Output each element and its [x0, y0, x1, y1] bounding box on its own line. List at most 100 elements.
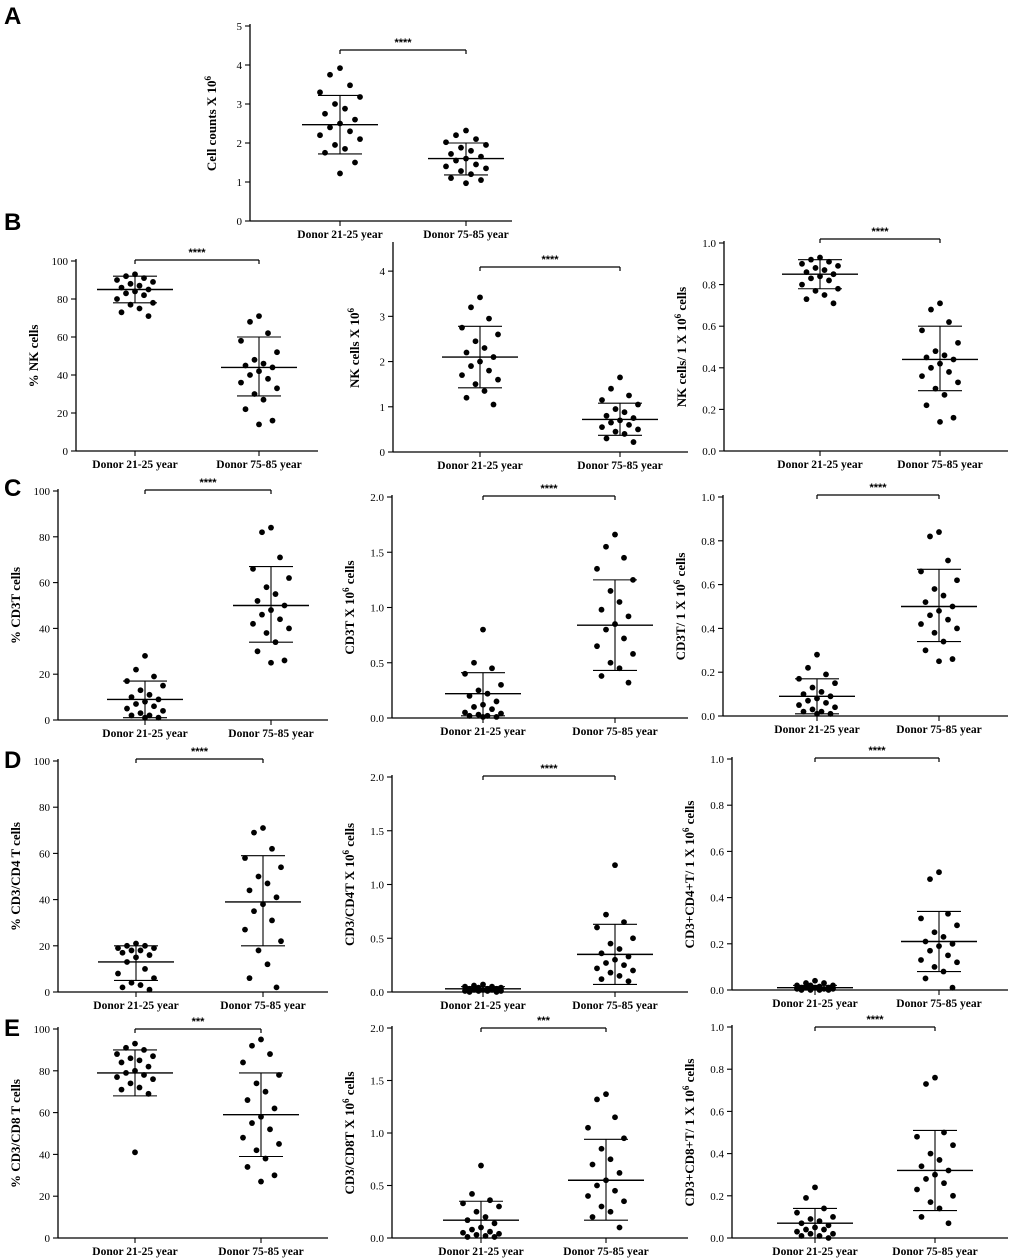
- data-point: [807, 1230, 814, 1237]
- x-category-label: Donor 75-85 year: [572, 1000, 657, 1012]
- data-point: [146, 986, 153, 993]
- data-point: [274, 385, 280, 392]
- y-tick-label: 0.5: [370, 933, 384, 945]
- data-point: [462, 709, 468, 716]
- data-point: [599, 424, 605, 431]
- data-point: [332, 101, 338, 107]
- data-point: [146, 952, 153, 958]
- data-point: [342, 105, 348, 112]
- data-point: [133, 701, 139, 707]
- data-point: [832, 680, 838, 687]
- data-point: [936, 1157, 943, 1163]
- data-point: [265, 330, 271, 337]
- y-axis-title: NK cells X 106: [346, 308, 362, 388]
- data-point: [814, 651, 820, 658]
- data-point: [612, 531, 618, 538]
- y-tick-label: 1.0: [370, 603, 384, 615]
- data-point: [918, 621, 924, 627]
- data-point: [621, 919, 627, 926]
- data-point: [918, 957, 924, 963]
- data-point: [932, 1074, 938, 1081]
- data-point: [607, 659, 614, 666]
- data-point: [278, 938, 284, 945]
- data-point: [242, 406, 249, 413]
- data-point: [250, 565, 256, 572]
- data-point: [352, 116, 358, 123]
- data-point: [459, 372, 465, 379]
- data-point: [460, 1200, 466, 1207]
- chart-c3: 0.0 0.2 0.4 0.6 0.8 1.0 Donor 21-25 year Donor …: [672, 482, 1008, 736]
- data-point: [826, 258, 832, 265]
- data-point: [267, 1051, 273, 1057]
- y-tick-label: 0.4: [702, 363, 716, 375]
- data-point: [473, 136, 479, 143]
- x-category-label: Donor 21-25 year: [440, 726, 525, 738]
- x-category-label: Donor 21-25 year: [440, 1000, 525, 1012]
- data-point: [141, 292, 147, 299]
- data-point: [259, 529, 265, 536]
- data-point: [491, 1234, 498, 1240]
- data-point: [278, 864, 284, 871]
- data-point: [931, 586, 938, 592]
- data-point: [332, 142, 338, 148]
- data-point: [945, 952, 951, 959]
- data-point: [936, 658, 942, 665]
- y-tick-label: 100: [34, 486, 51, 498]
- data-point: [357, 136, 363, 143]
- y-tick-label: 0: [380, 447, 386, 459]
- data-point: [626, 421, 632, 428]
- data-point: [954, 625, 960, 632]
- data-point: [317, 89, 323, 96]
- data-point: [272, 591, 279, 597]
- data-point: [603, 960, 609, 966]
- data-point: [137, 947, 144, 954]
- data-point: [463, 349, 470, 356]
- data-point: [240, 1059, 246, 1066]
- data-point: [481, 388, 488, 394]
- data-point: [472, 338, 479, 345]
- y-tick-label: 0.8: [710, 800, 724, 812]
- data-point: [936, 529, 942, 535]
- data-point: [932, 385, 939, 392]
- y-tick-label: 0.0: [710, 985, 724, 997]
- data-point: [490, 401, 497, 408]
- data-point: [136, 305, 143, 312]
- data-point: [242, 926, 248, 933]
- data-point: [589, 1214, 596, 1220]
- data-point: [269, 417, 276, 424]
- data-point: [276, 1072, 282, 1078]
- data-point: [927, 533, 933, 540]
- y-tick-label: 0.2: [702, 404, 716, 416]
- data-point: [268, 524, 274, 531]
- data-point: [146, 712, 153, 719]
- data-point: [803, 980, 809, 986]
- y-tick-label: 0.2: [710, 1191, 724, 1203]
- data-point: [137, 687, 144, 694]
- data-point: [927, 612, 933, 619]
- y-tick-label: 20: [57, 408, 69, 420]
- x-category-label: Donor 75-85 year: [216, 459, 301, 471]
- y-tick-label: 2.0: [370, 772, 384, 784]
- data-point: [621, 431, 628, 437]
- y-tick-label: 40: [39, 1149, 51, 1161]
- data-point: [937, 418, 943, 425]
- data-point: [137, 710, 144, 717]
- data-point: [954, 922, 960, 929]
- y-tick-label: 1: [380, 402, 386, 414]
- data-point: [608, 419, 614, 426]
- data-point: [940, 592, 947, 599]
- data-point: [823, 699, 829, 706]
- data-point: [818, 708, 825, 715]
- y-tick-label: 0.0: [370, 987, 384, 999]
- data-point: [922, 975, 929, 982]
- y-tick-label: 0.8: [702, 280, 716, 292]
- y-tick-label: 0.5: [370, 658, 384, 670]
- data-point: [486, 315, 492, 322]
- y-tick-label: 2: [237, 138, 243, 150]
- data-point: [808, 275, 814, 282]
- data-point: [469, 1191, 475, 1197]
- y-axis-title: % CD3T cells: [8, 567, 23, 644]
- data-point: [342, 145, 348, 152]
- data-point: [955, 379, 961, 386]
- y-axis-title: % CD3/CD4 T cells: [8, 822, 23, 931]
